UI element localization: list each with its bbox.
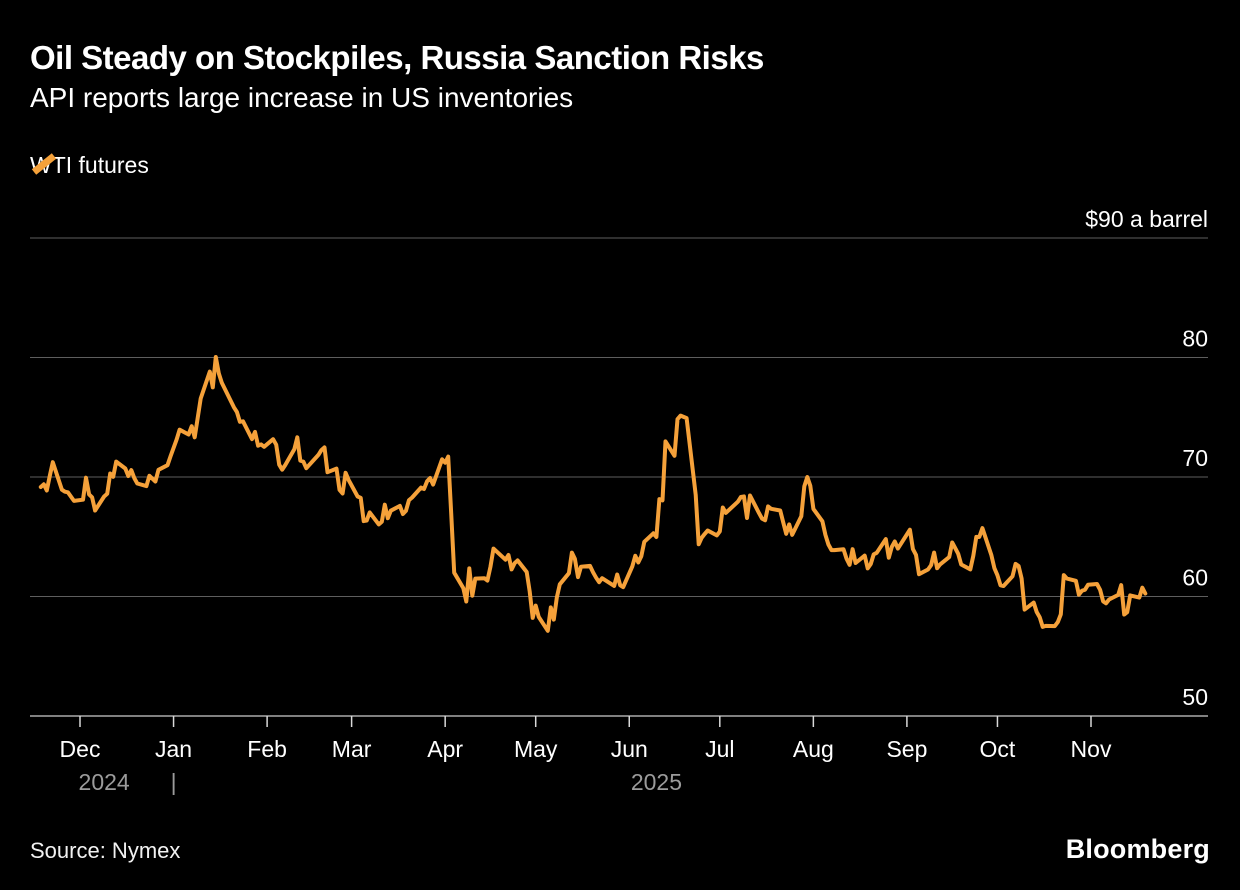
year-label-0: 2024 <box>79 769 130 795</box>
x-tick-label-nov: Nov <box>1071 736 1112 762</box>
chart-title: Oil Steady on Stockpiles, Russia Sanctio… <box>30 39 764 76</box>
legend-line-mark-icon <box>31 153 57 175</box>
x-tick-label-aug: Aug <box>793 736 834 762</box>
x-tick-label-jul: Jul <box>705 736 734 762</box>
bloomberg-logo: Bloomberg <box>1065 834 1210 864</box>
x-tick-label-sep: Sep <box>886 736 927 762</box>
x-tick-label-feb: Feb <box>247 736 287 762</box>
chart-header: Oil Steady on Stockpiles, Russia Sanctio… <box>30 39 1210 114</box>
x-tick-label-jun: Jun <box>611 736 648 762</box>
x-tick-label-jan: Jan <box>155 736 192 762</box>
x-tick-label-apr: Apr <box>427 736 463 762</box>
y-axis-label-80: 80 <box>1182 326 1208 352</box>
x-tick-label-mar: Mar <box>332 736 372 762</box>
y-axis-label-60: 60 <box>1182 565 1208 591</box>
y-axis-label-90: $90 a barrel <box>1085 206 1208 232</box>
x-tick-label-oct: Oct <box>980 736 1016 762</box>
source-caption: Source: Nymex <box>30 838 181 863</box>
chart-subtitle: API reports large increase in US invento… <box>30 82 574 114</box>
legend: WTI futures <box>30 152 149 179</box>
x-tick-label-may: May <box>514 736 558 762</box>
year-label-1: | <box>171 769 177 795</box>
y-axis-label-50: 50 <box>1182 684 1208 710</box>
wti-price-line <box>38 355 1148 633</box>
y-axis-label-70: 70 <box>1182 445 1208 471</box>
x-tick-label-dec: Dec <box>60 736 101 762</box>
year-label-2: 2025 <box>631 769 682 795</box>
